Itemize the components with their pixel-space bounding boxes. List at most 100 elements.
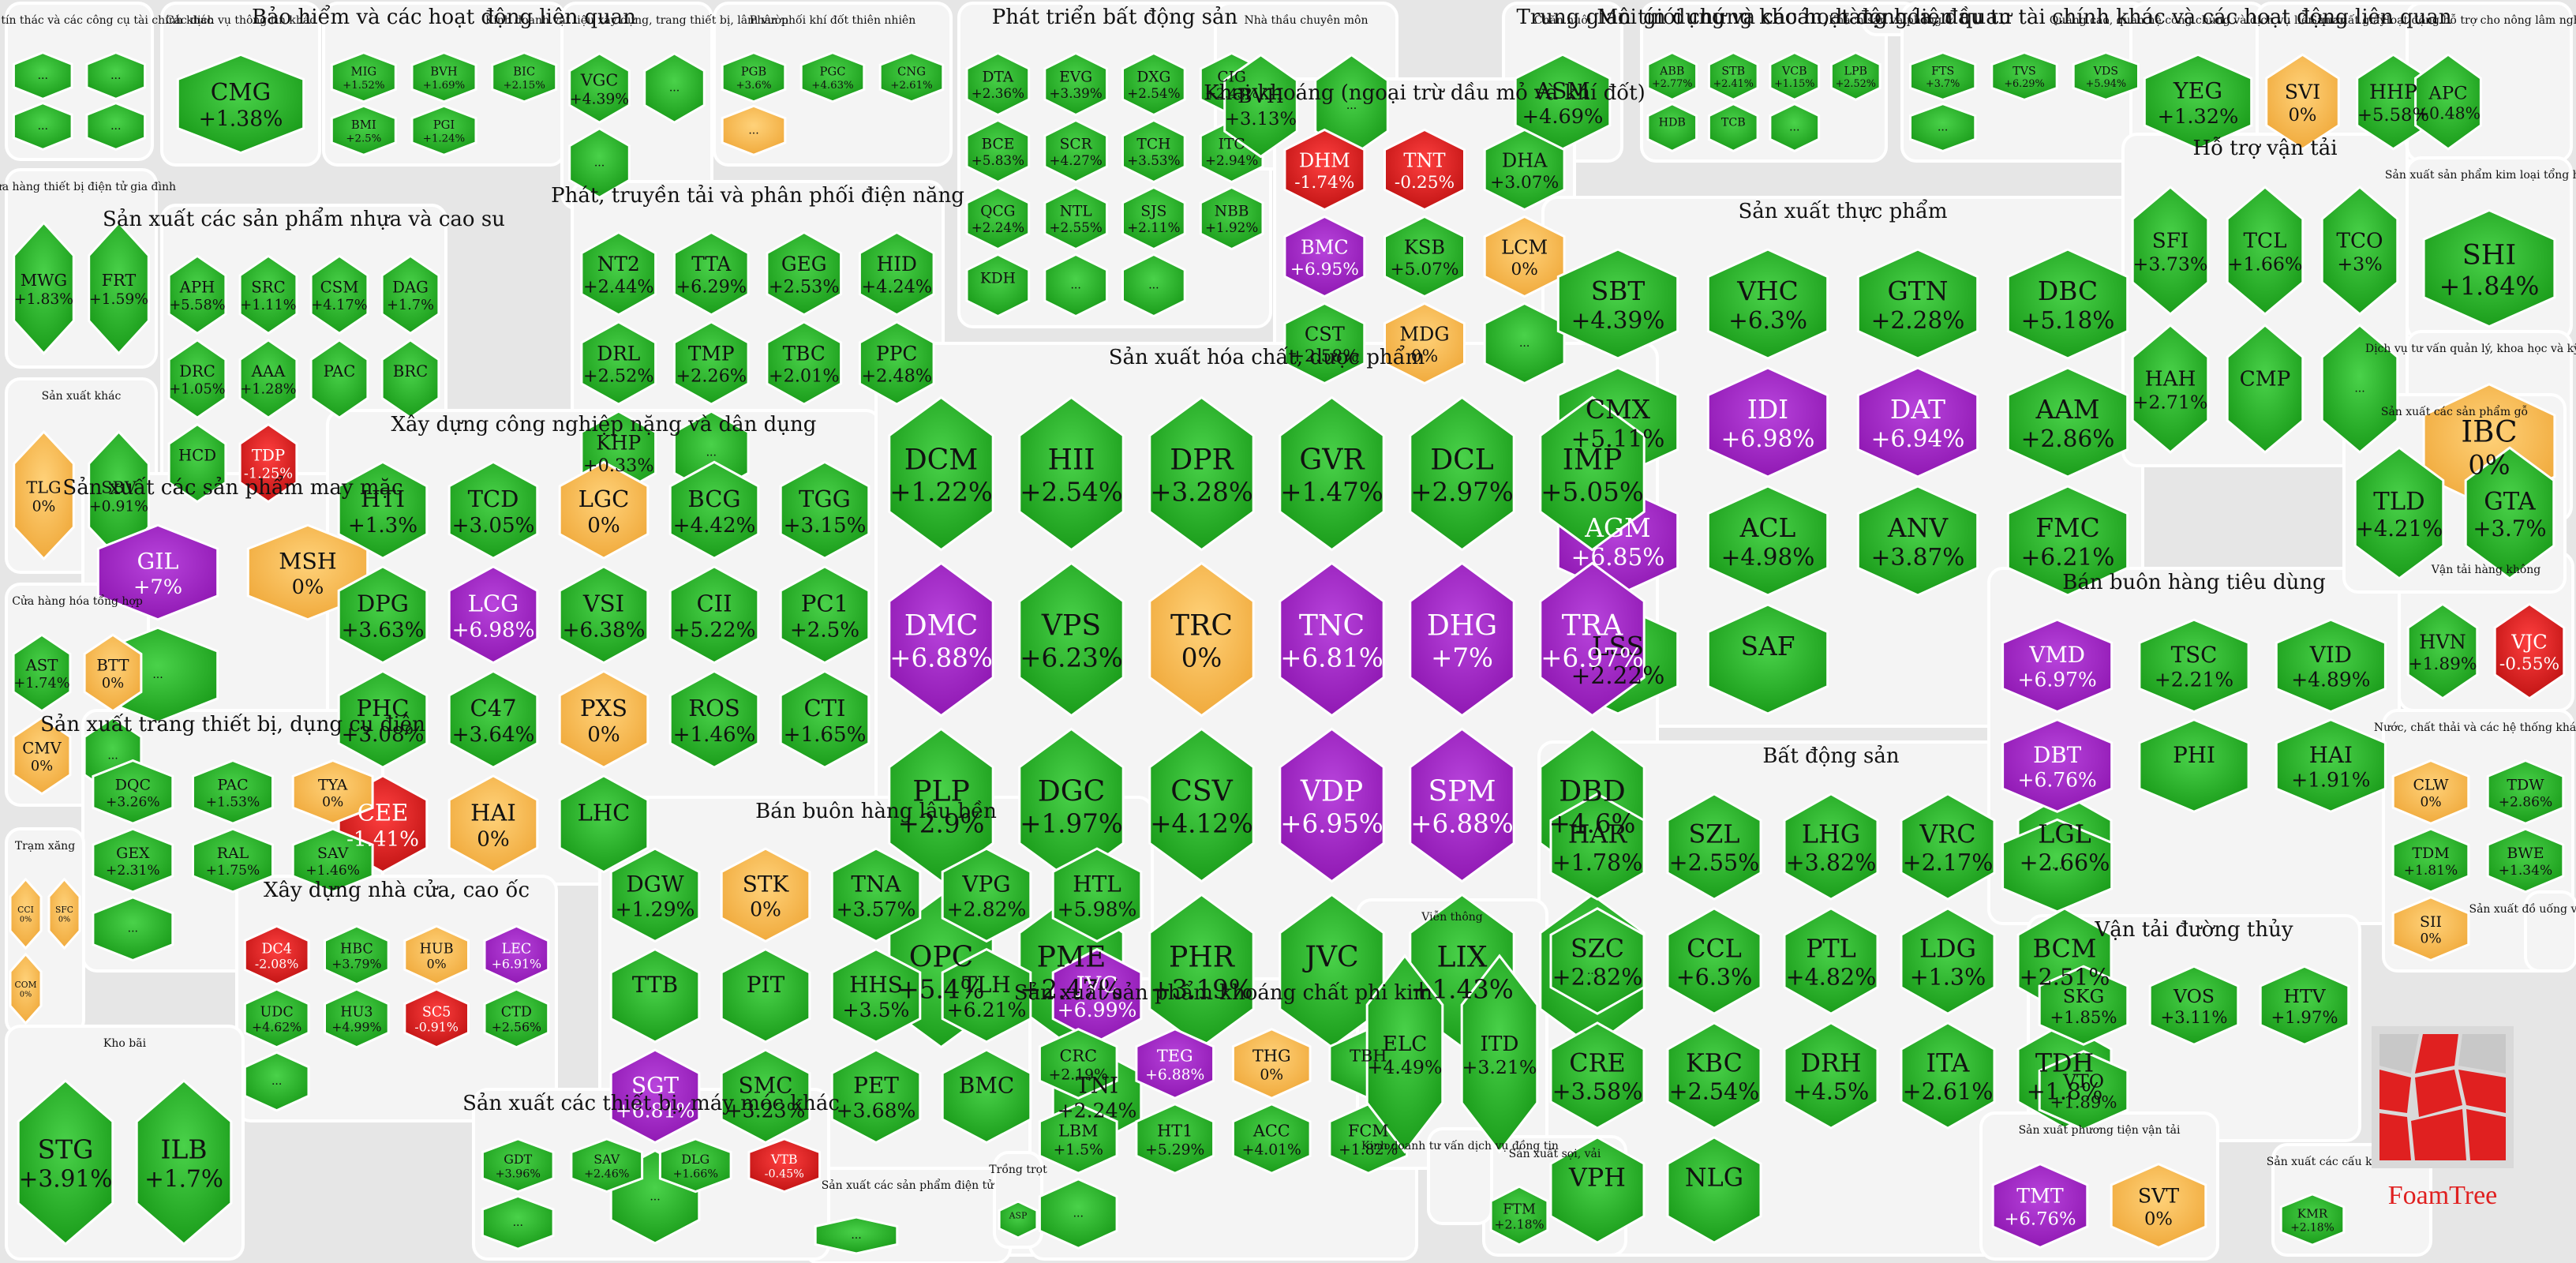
stock-cell-c47[interactable] [447,669,539,769]
stock-cell-stb[interactable] [1707,51,1759,102]
stock-cell-dpg[interactable] [337,565,429,665]
stock-cell-vpg[interactable] [941,847,1032,943]
stock-cell-bwe[interactable] [2486,827,2565,894]
stock-cell-vcb[interactable] [1769,51,1821,102]
stock-cell-tcb[interactable] [1707,102,1759,153]
stock-cell-hhs[interactable] [830,947,922,1044]
stock-cell-dcl[interactable] [1409,395,1515,552]
stock-cell-csv[interactable] [1148,727,1255,883]
stock-cell-asp[interactable] [998,1200,1039,1239]
stock-cell-bic[interactable] [491,51,558,103]
stock-cell-lec[interactable] [483,924,550,986]
stock-cell-hai[interactable] [447,774,539,874]
stock-cell-ast[interactable] [12,633,72,713]
stock-cell-mig[interactable] [330,51,397,103]
stock-cell-lhc[interactable] [558,774,650,874]
stock-cell-pgb[interactable] [721,51,787,103]
stock-cell-cre[interactable] [1549,1021,1646,1130]
stock-cell-vps[interactable] [1018,561,1125,718]
stock-cell-acl[interactable] [1706,485,1829,597]
stock-cell-fts[interactable] [1909,51,1977,101]
stock-cell-hbc[interactable] [324,924,390,986]
stock-cell-bvh[interactable] [410,51,477,103]
stock-cell-ccl[interactable] [1666,907,1762,1015]
stock-cell-hvn[interactable] [2406,602,2479,700]
group-8[interactable] [1640,2,1888,163]
stock-cell-g3-2[interactable] [568,127,631,199]
stock-cell-sbt[interactable] [1556,248,1679,360]
stock-cell-spm[interactable] [1409,727,1515,883]
stock-cell-cst[interactable] [1283,302,1366,385]
stock-cell-lcm[interactable] [1483,215,1566,298]
stock-cell-g0-0[interactable] [12,51,73,101]
stock-cell-pac[interactable] [309,339,369,419]
stock-cell-teg[interactable] [1135,1028,1215,1100]
stock-cell-plp[interactable] [888,727,994,883]
stock-cell-kdh[interactable] [965,253,1031,318]
stock-cell-pc1[interactable] [779,565,871,665]
stock-cell-tcd[interactable] [447,460,539,560]
stock-cell-g31-8[interactable] [1038,1178,1118,1250]
stock-cell-bcg[interactable] [668,460,760,560]
stock-cell-g26-6[interactable] [92,896,174,962]
stock-cell-lcg[interactable] [447,565,539,665]
stock-cell-gil[interactable] [96,523,219,621]
stock-cell-tlh[interactable] [941,947,1032,1044]
stock-cell-thg[interactable] [1231,1028,1312,1100]
stock-cell-csm[interactable] [309,254,369,335]
stock-cell-htv[interactable] [2259,965,2350,1046]
stock-cell-phi[interactable] [2138,718,2250,813]
stock-cell-dat[interactable] [1856,366,1979,478]
group-28[interactable] [235,875,558,1122]
stock-cell-dbt[interactable] [2001,718,2114,813]
stock-cell-nt2[interactable] [580,230,657,317]
stock-cell-ppc[interactable] [858,320,935,406]
stock-cell-scr[interactable] [1043,118,1108,184]
stock-cell-hah[interactable] [2131,324,2210,454]
stock-cell-g28-8[interactable] [243,1051,310,1112]
stock-cell-g4-3[interactable] [721,104,787,156]
stock-cell-elc[interactable] [1365,954,1444,1154]
stock-cell-vds[interactable] [2072,51,2140,101]
stock-cell-lpb[interactable] [1829,51,1881,102]
stock-cell-smc[interactable] [720,1048,811,1145]
stock-cell-ht1[interactable] [1135,1103,1215,1175]
stock-cell-htl[interactable] [1051,847,1143,943]
stock-cell-drl[interactable] [580,320,657,406]
stock-cell-tld[interactable] [2353,446,2445,580]
stock-cell-brc[interactable] [380,339,440,419]
stock-cell-sc5[interactable] [403,988,470,1049]
stock-cell-tna[interactable] [830,847,922,943]
stock-cell-hai[interactable] [2275,718,2387,813]
stock-cell-tco[interactable] [2320,186,2399,316]
stock-cell-vrc[interactable] [1900,793,1996,901]
stock-cell-btt[interactable] [83,633,143,713]
stock-cell-ros[interactable] [668,669,760,769]
stock-cell-cii[interactable] [668,565,760,665]
stock-cell-g44-0[interactable] [814,1216,899,1255]
stock-cell-hti[interactable] [337,460,429,560]
stock-cell-frt[interactable] [88,220,150,356]
stock-cell-tvs[interactable] [1990,51,2058,101]
stock-cell-abb[interactable] [1646,51,1698,102]
stock-cell-gdt[interactable] [481,1137,555,1194]
stock-cell-sjs[interactable] [1121,186,1186,251]
stock-cell-ldg[interactable] [1900,907,1996,1015]
group-46[interactable] [1427,1127,1493,1225]
stock-cell-g19-5[interactable] [2320,324,2399,454]
stock-cell-dcm[interactable] [888,395,994,552]
stock-cell-dag[interactable] [380,254,440,335]
stock-cell-itd[interactable] [1460,954,1539,1154]
stock-cell-nbb[interactable] [1199,186,1264,251]
stock-cell-bmc[interactable] [1283,215,1366,298]
stock-cell-stg[interactable] [17,1079,114,1246]
stock-cell-dbc[interactable] [2006,248,2129,360]
stock-cell-hub[interactable] [403,924,470,986]
stock-cell-evg[interactable] [1043,51,1108,117]
stock-cell-tra[interactable] [1539,561,1646,718]
stock-cell-gvr[interactable] [1279,395,1385,552]
stock-cell-bmi[interactable] [330,104,397,156]
stock-cell-cmp[interactable] [2226,324,2305,454]
stock-cell-nlg[interactable] [1666,1136,1762,1244]
stock-cell-dlg[interactable] [658,1137,732,1194]
